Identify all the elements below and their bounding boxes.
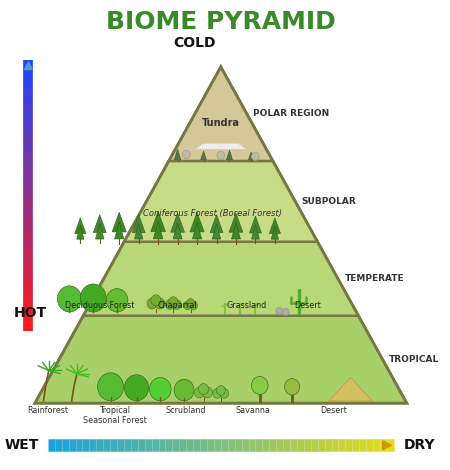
Polygon shape bbox=[210, 215, 223, 233]
Polygon shape bbox=[190, 212, 204, 232]
Circle shape bbox=[58, 286, 81, 312]
Text: Chaparral: Chaparral bbox=[158, 301, 198, 310]
Circle shape bbox=[187, 298, 194, 307]
Polygon shape bbox=[269, 218, 280, 234]
Text: Savanna: Savanna bbox=[236, 406, 271, 415]
Polygon shape bbox=[193, 222, 202, 239]
Polygon shape bbox=[229, 213, 243, 232]
Circle shape bbox=[147, 298, 157, 309]
Polygon shape bbox=[171, 213, 184, 232]
Circle shape bbox=[184, 301, 191, 310]
Polygon shape bbox=[83, 242, 359, 316]
Circle shape bbox=[284, 379, 300, 395]
Text: SUBPOLAR: SUBPOLAR bbox=[302, 197, 356, 206]
Text: Tundra: Tundra bbox=[202, 118, 240, 128]
Circle shape bbox=[202, 387, 212, 398]
Circle shape bbox=[213, 389, 222, 398]
Circle shape bbox=[252, 152, 259, 161]
Polygon shape bbox=[212, 224, 220, 239]
Polygon shape bbox=[252, 225, 259, 239]
Polygon shape bbox=[112, 212, 126, 232]
Polygon shape bbox=[93, 215, 106, 233]
Circle shape bbox=[151, 295, 161, 306]
Polygon shape bbox=[231, 223, 240, 239]
Text: Tropical
Seasonal Forest: Tropical Seasonal Forest bbox=[83, 406, 147, 425]
Polygon shape bbox=[226, 150, 233, 160]
Text: Scrubland: Scrubland bbox=[166, 406, 207, 415]
Polygon shape bbox=[76, 226, 84, 239]
Circle shape bbox=[106, 289, 128, 312]
Polygon shape bbox=[248, 152, 254, 160]
Circle shape bbox=[172, 300, 181, 309]
Polygon shape bbox=[151, 212, 166, 232]
Text: Coniferous Forest (Boreal Forest): Coniferous Forest (Boreal Forest) bbox=[143, 209, 282, 218]
Text: Deciduous Forest: Deciduous Forest bbox=[65, 301, 135, 310]
Circle shape bbox=[220, 389, 229, 398]
Polygon shape bbox=[95, 224, 104, 239]
Circle shape bbox=[194, 387, 205, 398]
Circle shape bbox=[276, 307, 283, 315]
Text: Desert: Desert bbox=[294, 301, 321, 310]
Circle shape bbox=[174, 379, 194, 401]
Polygon shape bbox=[75, 218, 86, 234]
Text: POLAR REGION: POLAR REGION bbox=[253, 110, 329, 118]
Polygon shape bbox=[174, 149, 181, 160]
Text: DRY: DRY bbox=[404, 438, 436, 452]
Text: WET: WET bbox=[5, 438, 39, 452]
Polygon shape bbox=[271, 226, 279, 239]
Circle shape bbox=[98, 373, 124, 401]
Circle shape bbox=[217, 151, 225, 160]
Polygon shape bbox=[195, 143, 247, 149]
Text: Grassland: Grassland bbox=[227, 301, 267, 310]
Polygon shape bbox=[173, 223, 182, 239]
Text: BIOME PYRAMID: BIOME PYRAMID bbox=[106, 10, 336, 34]
Polygon shape bbox=[329, 377, 372, 401]
Circle shape bbox=[155, 298, 165, 309]
Circle shape bbox=[149, 377, 171, 401]
Circle shape bbox=[165, 300, 174, 309]
Text: COLD: COLD bbox=[174, 37, 216, 50]
Polygon shape bbox=[132, 215, 145, 233]
Circle shape bbox=[198, 384, 209, 394]
Text: TEMPERATE: TEMPERATE bbox=[344, 274, 404, 283]
Circle shape bbox=[252, 376, 268, 394]
Circle shape bbox=[216, 385, 225, 395]
Text: Rainforest: Rainforest bbox=[27, 406, 68, 415]
Polygon shape bbox=[124, 161, 318, 242]
Circle shape bbox=[282, 308, 289, 316]
Polygon shape bbox=[115, 222, 124, 239]
Circle shape bbox=[80, 284, 106, 312]
Polygon shape bbox=[153, 221, 163, 239]
Polygon shape bbox=[169, 67, 273, 161]
Circle shape bbox=[189, 301, 198, 310]
Polygon shape bbox=[35, 316, 407, 403]
Circle shape bbox=[169, 297, 178, 306]
Polygon shape bbox=[201, 151, 207, 160]
Circle shape bbox=[182, 150, 190, 159]
Polygon shape bbox=[135, 224, 143, 239]
Text: HOT: HOT bbox=[14, 306, 47, 321]
Polygon shape bbox=[249, 216, 261, 233]
Text: Desert: Desert bbox=[320, 406, 346, 415]
Circle shape bbox=[124, 375, 148, 401]
Text: TROPICAL: TROPICAL bbox=[389, 355, 439, 364]
